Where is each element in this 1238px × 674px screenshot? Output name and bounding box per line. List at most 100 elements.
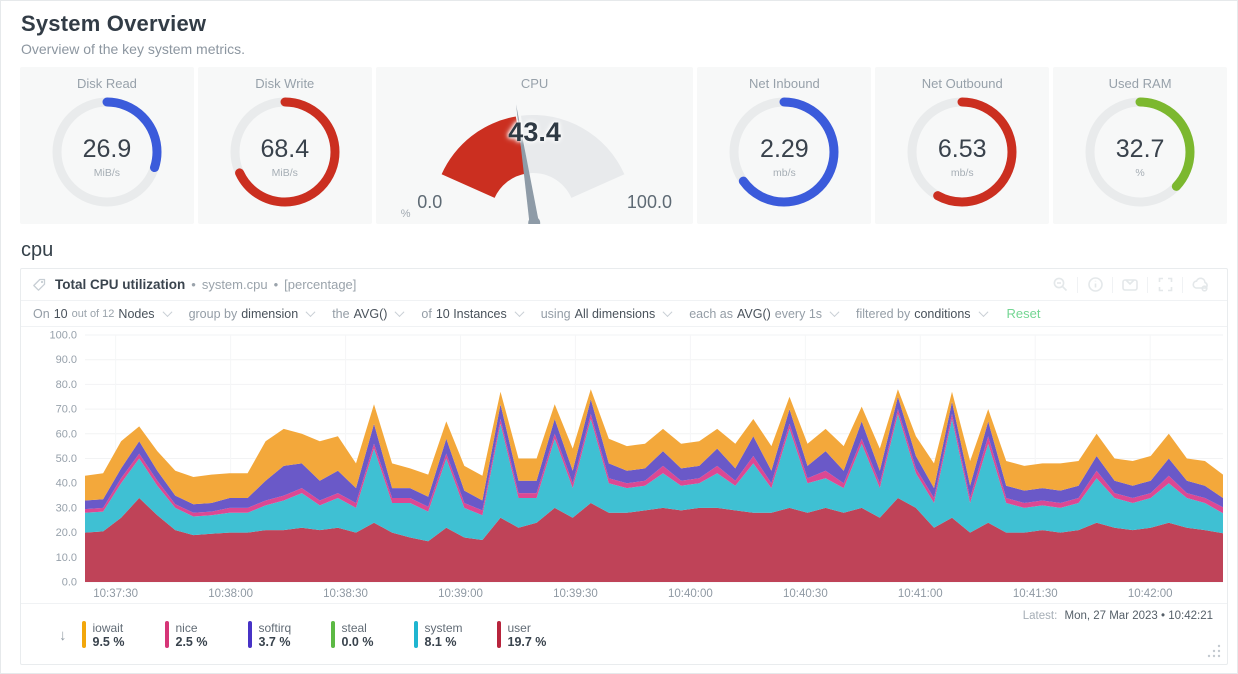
- filter-group-6[interactable]: filtered by conditions: [856, 306, 988, 321]
- gauge-card-cpu[interactable]: CPU 43.4 0.0 100.0 %: [375, 67, 694, 224]
- legend-color-bar: [247, 621, 252, 648]
- gauge-card-net-outbound[interactable]: Net Outbound 6.53 mb/s: [875, 67, 1050, 224]
- gauge-card-net-inbound[interactable]: Net Inbound 2.29 mb/s: [697, 67, 872, 224]
- filter-token: each as: [689, 306, 733, 321]
- filter-token: dimension: [241, 306, 299, 321]
- filter-group-3[interactable]: of 10 Instances: [421, 306, 525, 321]
- ring-gauge: [907, 97, 1017, 207]
- legend-series-value: 9.5 %: [92, 635, 125, 649]
- chart-title-separator: •: [191, 277, 196, 292]
- reset-button[interactable]: Reset: [1006, 306, 1041, 321]
- gauge-card-disk-read[interactable]: Disk Read 26.9 MiB/s: [20, 67, 194, 224]
- toolbar-divider: [1077, 276, 1078, 293]
- meter-empty-arc: [520, 114, 625, 198]
- chevron-down-icon: [162, 307, 173, 318]
- meter-needle-pivot: [527, 216, 540, 224]
- cloud-icon[interactable]: [1183, 276, 1217, 294]
- legend-item-user[interactable]: user 19.7 %: [496, 621, 580, 649]
- gauge-title: Net Outbound: [921, 76, 1003, 91]
- legend-color-bar: [496, 621, 501, 648]
- legend-item-system[interactable]: system 8.1 %: [413, 621, 497, 649]
- y-axis-label: 90.0: [56, 354, 77, 366]
- chart-legend-items: iowait 9.5 % nice 2.5 % softirq 3.7 % steal 0.0…: [81, 621, 580, 649]
- cpu-stacked-area-chart[interactable]: 0.0 10.0 20.0 30.0 40.0 50.0 60.0 70.0 80.0 90.0 1…: [21, 327, 1227, 603]
- toolbar-divider: [1112, 276, 1113, 293]
- chart-title-separator: •: [273, 277, 279, 292]
- ring-gauge: [729, 97, 839, 207]
- y-axis-label: 60.0: [56, 428, 77, 440]
- legend-series-name: nice: [175, 621, 198, 635]
- filter-token: conditions: [914, 306, 971, 321]
- filter-group-0[interactable]: On 10 out of 12 Nodes: [33, 306, 173, 321]
- gauge-title: Net Inbound: [748, 76, 820, 91]
- cpu-meter-gauge: [441, 104, 625, 224]
- ring-arc: [230, 97, 340, 207]
- y-axis-label: 80.0: [56, 379, 77, 391]
- filter-group-2[interactable]: the AVG(): [332, 306, 405, 321]
- chart-units: [percentage]: [284, 277, 357, 292]
- filter-token: out of 12: [71, 307, 115, 320]
- filter-group-5[interactable]: each as AVG() every 1s: [689, 306, 840, 321]
- filter-group-4[interactable]: using All dimensions: [540, 306, 673, 321]
- legend-item-iowait[interactable]: iowait 9.5 %: [81, 621, 165, 649]
- legend-series-name: steal: [341, 621, 367, 635]
- section-title-cpu: cpu: [21, 239, 54, 261]
- cpu-chart-card: Total CPU utilization • system.cpu • [pe…: [20, 268, 1228, 665]
- y-axis-label: 10.0: [56, 552, 77, 564]
- y-axis-label: 100.0: [49, 330, 77, 342]
- y-axis-label: 40.0: [56, 478, 77, 490]
- y-axis-label: 20.0: [56, 527, 77, 539]
- latest-timestamp: Latest: Mon, 27 Mar 2023 • 10:42:21: [1023, 610, 1213, 622]
- toolbar-divider: [1147, 276, 1148, 293]
- chart-plot-area[interactable]: 0.0 10.0 20.0 30.0 40.0 50.0 60.0 70.0 80.0 90.0 1…: [21, 327, 1227, 603]
- info-icon[interactable]: [1078, 276, 1112, 294]
- filter-token: filtered by: [856, 306, 911, 321]
- filter-token: All dimensions: [574, 306, 656, 321]
- filter-token: On: [33, 306, 50, 321]
- fullscreen-icon[interactable]: [1148, 276, 1182, 294]
- meter-filled-arc: [441, 116, 526, 198]
- legend-color-bar: [413, 621, 418, 648]
- ring-arc: [729, 97, 839, 207]
- legend-sort-arrow-icon[interactable]: ↓: [59, 626, 67, 644]
- chevron-down-icon: [394, 307, 405, 318]
- gauge-title: Used RAM: [1108, 76, 1172, 91]
- x-axis-label: 10:39:00: [438, 588, 483, 600]
- toolbar-divider: [1182, 276, 1183, 293]
- ring-arc: [1085, 97, 1195, 207]
- legend-series-value: 19.7 %: [507, 635, 547, 649]
- area-softirq: [85, 396, 1223, 513]
- chart-footer: Latest: Mon, 27 Mar 2023 • 10:42:21 ↓ io…: [21, 603, 1227, 664]
- page-header: System Overview Overview of the key syst…: [1, 1, 1237, 57]
- tag-icon: [33, 278, 46, 291]
- latest-value: Mon, 27 Mar 2023 • 10:42:21: [1064, 610, 1213, 622]
- x-axis-label: 10:38:30: [323, 588, 368, 600]
- legend-series-value: 3.7 %: [258, 635, 291, 649]
- filter-token: 10 Instances: [435, 306, 507, 321]
- gauge-title: CPU: [520, 76, 549, 91]
- filter-token: using: [540, 306, 571, 321]
- magnifier-icon[interactable]: [1043, 276, 1077, 294]
- gauge-card-disk-write[interactable]: Disk Write 68.4 MiB/s: [197, 67, 372, 224]
- resize-grip-icon[interactable]: [1207, 644, 1221, 658]
- legend-item-softirq[interactable]: softirq 3.7 %: [247, 621, 331, 649]
- chart-header: Total CPU utilization • system.cpu • [pe…: [21, 269, 1227, 300]
- y-axis-label: 50.0: [56, 453, 77, 465]
- y-axis-label: 30.0: [56, 502, 77, 514]
- filter-token: the: [332, 306, 350, 321]
- x-axis-label: 10:37:30: [93, 588, 138, 600]
- x-axis-label: 10:40:30: [783, 588, 828, 600]
- filter-token: AVG(): [736, 306, 771, 321]
- y-axis-label: 70.0: [56, 404, 77, 416]
- legend-item-steal[interactable]: steal 0.0 %: [330, 621, 414, 649]
- ring-arc: [52, 97, 162, 207]
- gauge-card-used-ram[interactable]: Used RAM 32.7 %: [1053, 67, 1228, 224]
- snapshot-icon[interactable]: [1113, 276, 1147, 294]
- legend-item-nice[interactable]: nice 2.5 %: [164, 621, 248, 649]
- page-title: System Overview: [21, 11, 207, 36]
- filter-token: every 1s: [774, 306, 823, 321]
- filter-token: Nodes: [118, 306, 155, 321]
- area-system: [85, 414, 1223, 542]
- gauge-title: Disk Write: [255, 76, 315, 91]
- filter-group-1[interactable]: group by dimension: [189, 306, 316, 321]
